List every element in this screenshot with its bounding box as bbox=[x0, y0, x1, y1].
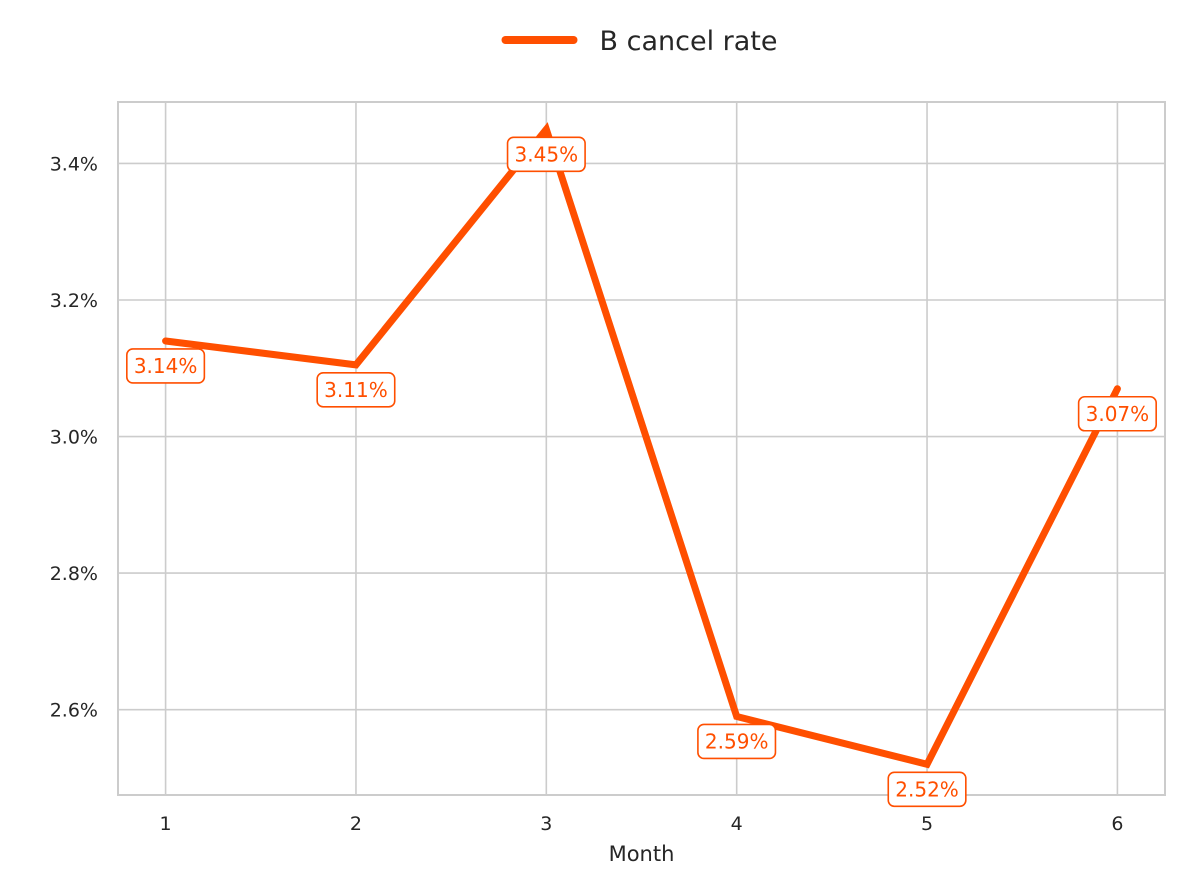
x-tick-label: 2 bbox=[350, 813, 362, 835]
data-label-box bbox=[126, 348, 206, 384]
x-tick-label: 4 bbox=[731, 813, 743, 835]
grid bbox=[118, 102, 1165, 795]
legend-label-b-cancel-rate: B cancel rate bbox=[600, 26, 778, 57]
x-tick-label: 1 bbox=[160, 813, 172, 835]
data-label: 2.59% bbox=[697, 723, 777, 760]
data-label: 2.52% bbox=[887, 771, 967, 808]
data-label: 3.14% bbox=[126, 348, 206, 384]
y-tick-label: 3.4% bbox=[50, 153, 98, 175]
plot-frame bbox=[117, 101, 1166, 796]
data-labels: 3.14% 3.11% 3.45% 2.59% 2.52% 3.07% bbox=[126, 136, 1157, 808]
y-axis-ticks: 2.6% 2.8% 3.0% 3.2% 3.4% bbox=[50, 153, 98, 721]
data-label-box bbox=[1077, 395, 1157, 432]
data-label-box bbox=[887, 771, 967, 808]
x-axis-title: Month bbox=[609, 842, 675, 866]
data-label: 3.07% bbox=[1077, 395, 1157, 432]
x-tick-label: 5 bbox=[921, 813, 933, 835]
data-label: 3.11% bbox=[316, 372, 396, 408]
data-label-box bbox=[316, 372, 396, 408]
legend: B cancel rate bbox=[501, 26, 778, 57]
x-tick-label: 6 bbox=[1111, 813, 1123, 835]
y-tick-label: 2.8% bbox=[50, 563, 98, 585]
data-label-text: 3.45% bbox=[515, 142, 579, 166]
data-label: 3.45% bbox=[506, 136, 586, 173]
data-label-text: 2.52% bbox=[895, 777, 959, 801]
data-label-text: 3.14% bbox=[134, 354, 198, 378]
series-line-b-cancel-rate bbox=[162, 122, 1121, 769]
x-axis-ticks: 1 2 3 4 5 6 bbox=[160, 813, 1124, 835]
y-tick-label: 3.0% bbox=[50, 427, 98, 449]
series-layer bbox=[162, 122, 1121, 769]
y-tick-label: 2.6% bbox=[50, 700, 98, 722]
data-label-text: 3.11% bbox=[324, 378, 388, 402]
data-label-text: 3.07% bbox=[1086, 402, 1150, 426]
data-label-box bbox=[506, 136, 586, 173]
data-label-text: 2.59% bbox=[705, 729, 769, 753]
y-tick-label: 3.2% bbox=[50, 290, 98, 312]
data-label-box bbox=[697, 723, 777, 760]
x-tick-label: 3 bbox=[540, 813, 552, 835]
